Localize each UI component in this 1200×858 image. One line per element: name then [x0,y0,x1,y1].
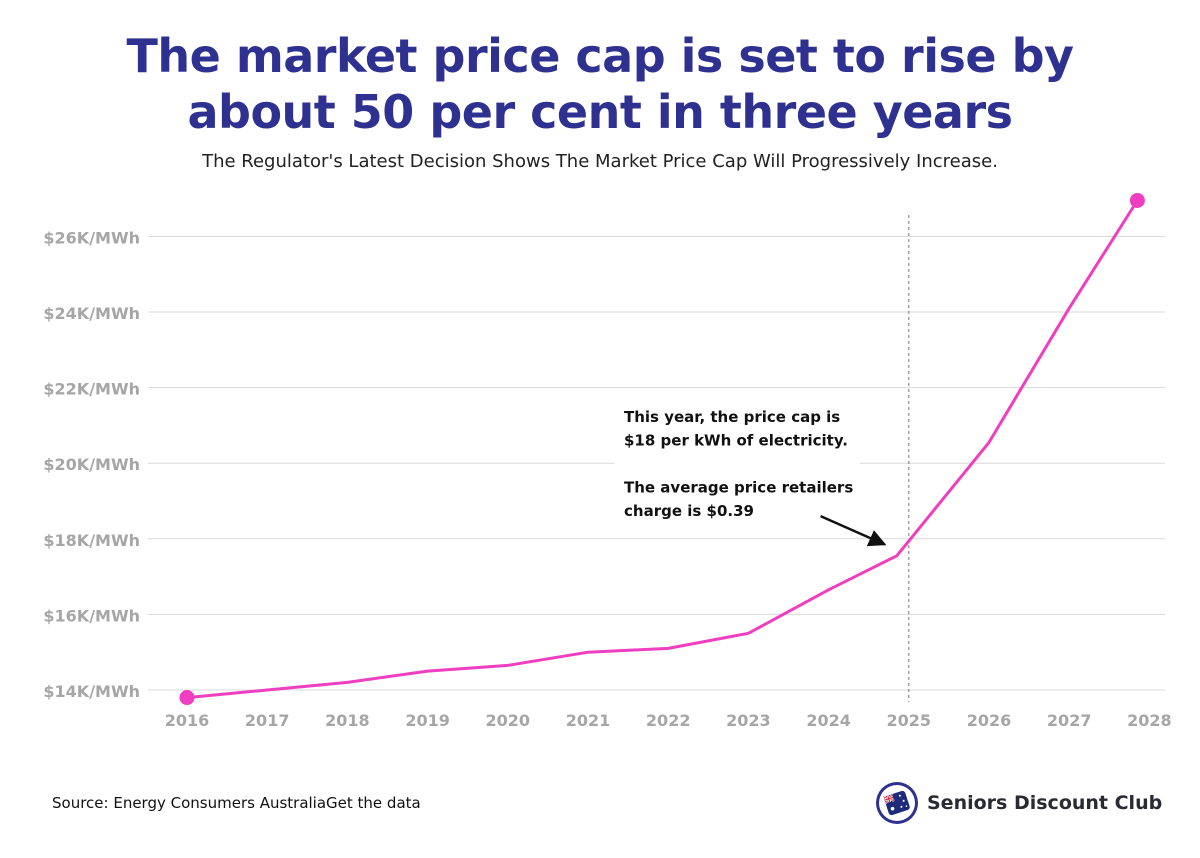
x-tick-label: 2024 [806,711,851,730]
x-tick-label: 2022 [646,711,691,730]
y-tick-label: $16K/MWh [43,606,140,625]
x-tick-label: 2026 [967,711,1012,730]
annotation-line: The average price retailers [624,479,853,497]
x-tick-label: 2019 [405,711,450,730]
y-tick-label: $26K/MWh [43,228,140,247]
y-tick-label: $20K/MWh [43,455,140,474]
x-tick-label: 2028 [1127,711,1172,730]
chart-title-line-1: The market price cap is set to rise by [126,29,1074,83]
x-tick-label: 2027 [1047,711,1092,730]
x-tick-label: 2016 [165,711,210,730]
series-endpoint-marker [1129,192,1145,208]
x-tick-label: 2021 [566,711,611,730]
series-line [185,199,1139,700]
x-tick-label: 2017 [245,711,290,730]
brand-name: Seniors Discount Club [927,792,1163,814]
chart-title-line-2: about 50 per cent in three years [187,85,1013,139]
annotation-background [614,395,860,530]
brand[interactable]: Seniors Discount Club [875,780,1162,826]
y-tick-label: $18K/MWh [43,531,140,550]
series-endpoint-marker [179,690,195,706]
source-note: Source: Energy Consumers AustraliaGet th… [52,794,421,812]
y-tick-label: $22K/MWh [43,380,140,399]
y-tick-label: $24K/MWh [43,304,140,323]
australia-flag-tag-icon [876,782,918,824]
annotation-line: charge is $0.39 [624,502,754,520]
x-tick-label: 2023 [726,711,771,730]
x-tick-label: 2025 [887,711,932,730]
annotation-line: $18 per kWh of electricity. [624,432,848,450]
annotation-arrow [820,514,887,547]
annotation-line: This year, the price cap is [624,408,840,426]
chart-subtitle: The Regulator's Latest Decision Shows Th… [202,151,998,172]
x-tick-label: 2018 [325,711,370,730]
x-tick-label: 2020 [486,711,531,730]
y-tick-label: $14K/MWh [43,682,140,701]
chart-title: The market price cap is set to rise by a… [0,28,1200,140]
